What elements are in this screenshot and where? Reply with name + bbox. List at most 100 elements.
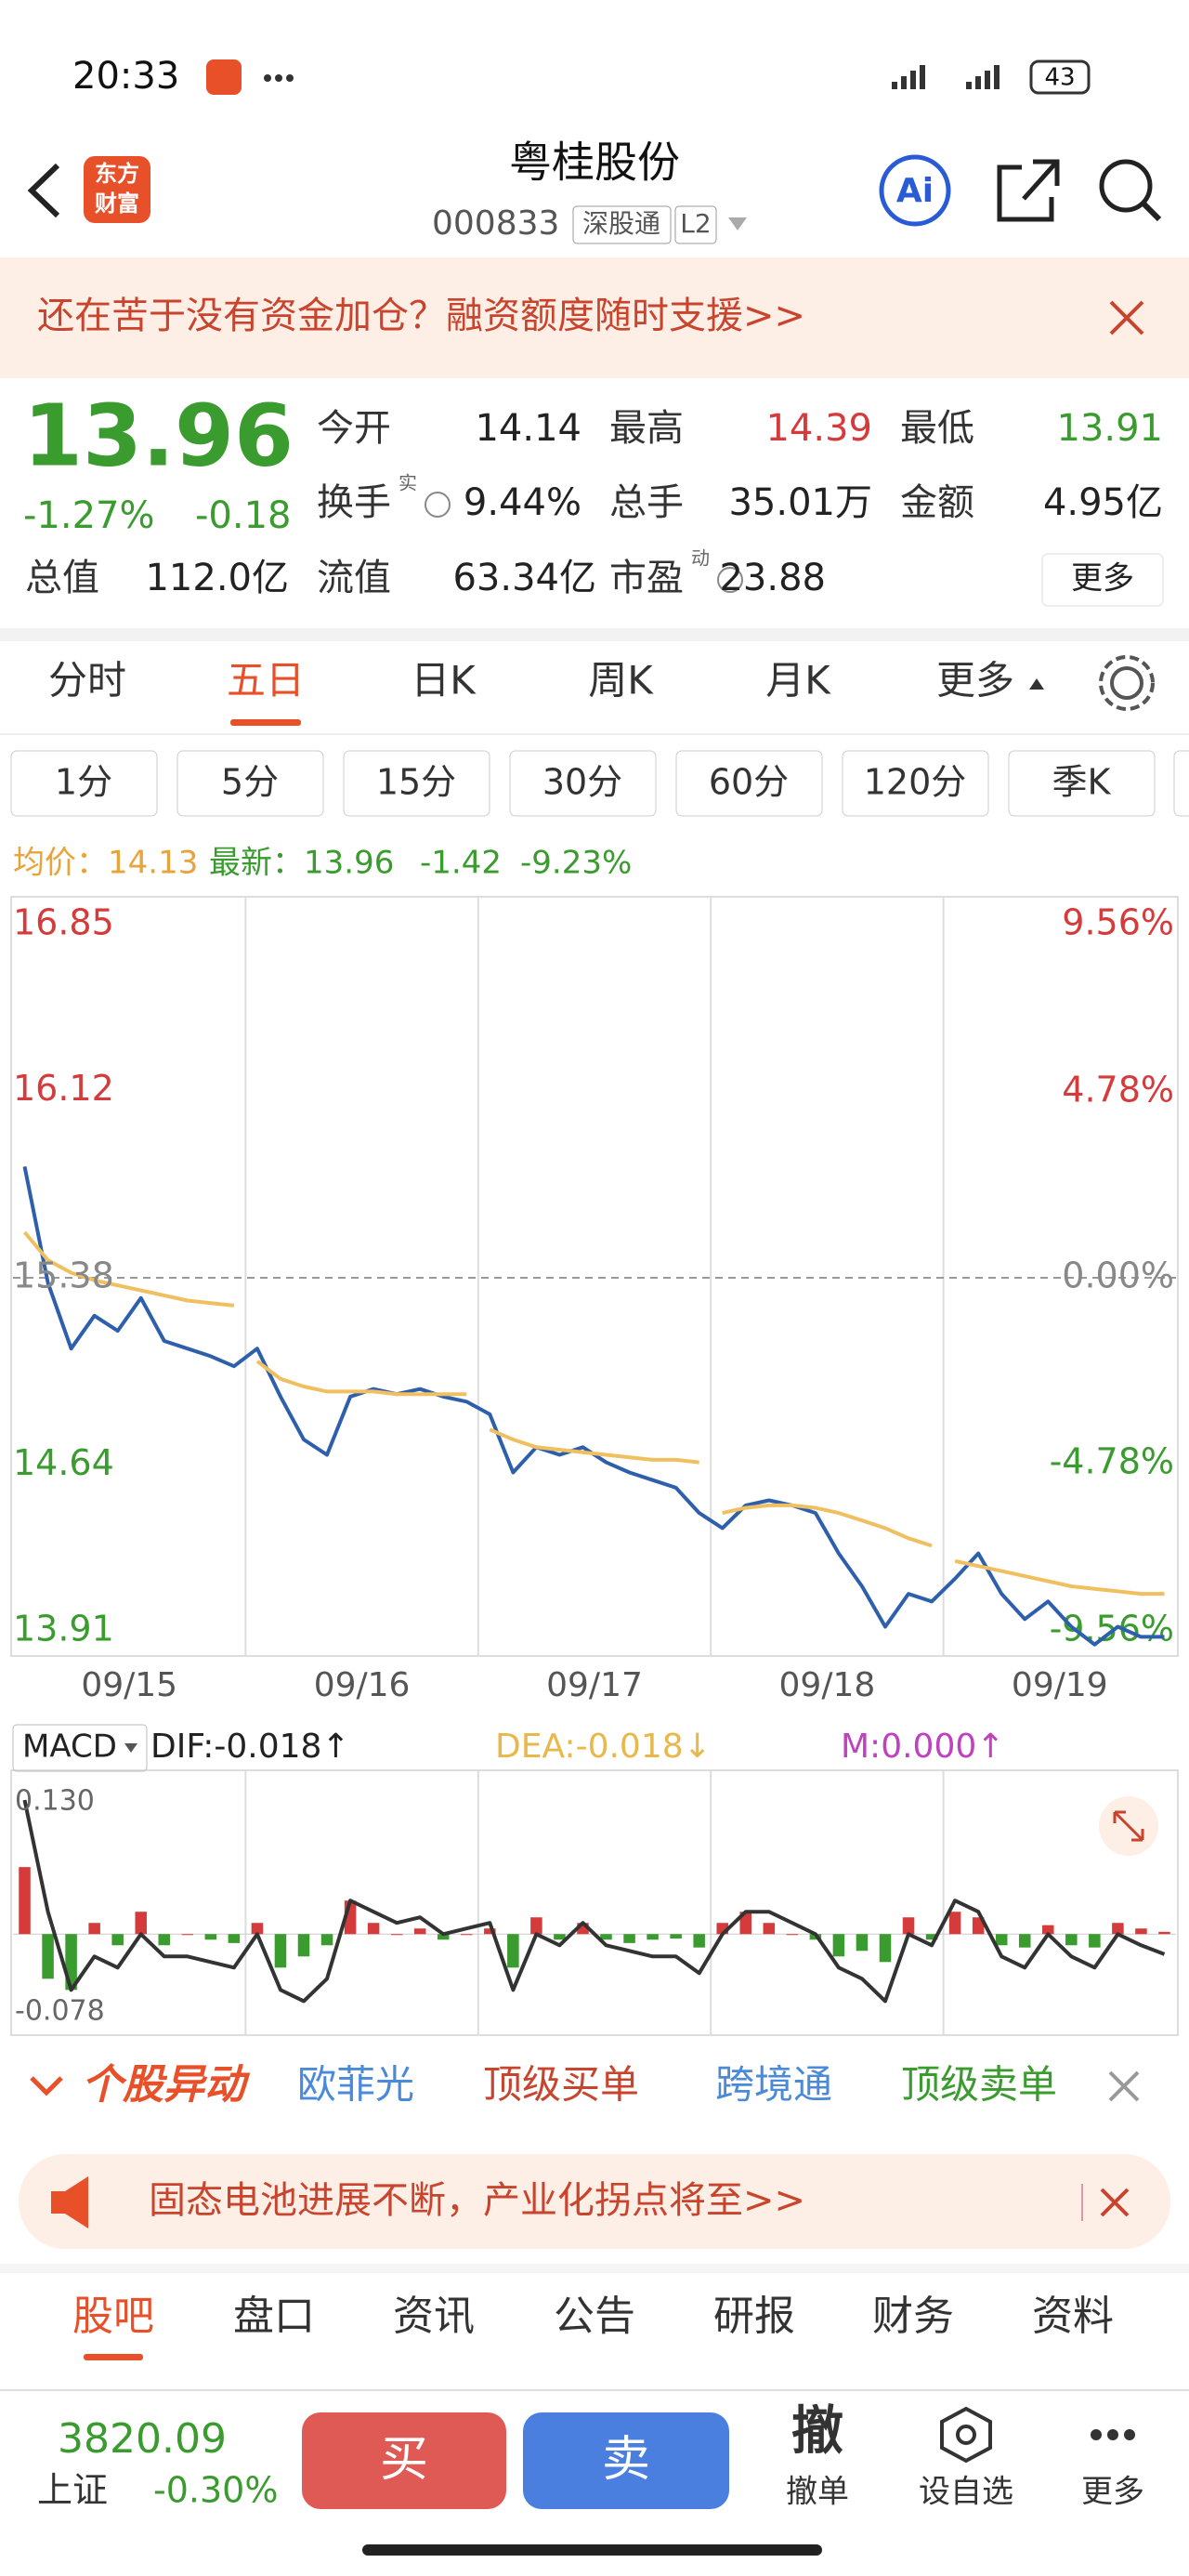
index-change: -0.30% bbox=[153, 2470, 278, 2511]
share-button[interactable] bbox=[997, 159, 1060, 222]
latest-change: -1.42 bbox=[420, 845, 502, 882]
indicator-name[interactable]: MACD bbox=[22, 1728, 117, 1766]
chart-tab[interactable]: 五日 bbox=[227, 658, 305, 703]
ai-label: Ai bbox=[896, 172, 934, 210]
period-button[interactable] bbox=[675, 750, 823, 817]
chart-tab[interactable]: 月K bbox=[765, 658, 831, 703]
macd-selector[interactable] bbox=[12, 1724, 148, 1772]
period-button[interactable] bbox=[1173, 750, 1189, 817]
dropdown[interactable] bbox=[728, 217, 747, 230]
content-tab[interactable]: 盘口 bbox=[233, 2293, 315, 2340]
macd-frame bbox=[10, 1769, 1179, 2036]
series-line bbox=[22, 1799, 1166, 2004]
series-line bbox=[255, 1360, 467, 1397]
signal-icons bbox=[892, 65, 1000, 89]
period-button[interactable] bbox=[509, 750, 657, 817]
stat-value: 63.34亿 bbox=[452, 557, 596, 599]
macd-bar bbox=[948, 1912, 961, 1935]
alert-item[interactable]: 跨境通 bbox=[715, 2062, 832, 2108]
tag: 深股通 bbox=[582, 208, 660, 239]
period-button[interactable] bbox=[10, 750, 158, 817]
macd-tick-label: 0.130 bbox=[15, 1785, 95, 1818]
index-value: 3820.09 bbox=[58, 2415, 227, 2463]
stat-label: 流值 bbox=[317, 557, 391, 599]
stat-label: 换手 bbox=[317, 481, 391, 524]
date-label: 09/18 bbox=[779, 1666, 876, 1704]
content-tab[interactable]: 股吧 bbox=[72, 2293, 154, 2340]
stat-value: 23.88 bbox=[719, 557, 826, 599]
stat-label: 最高 bbox=[609, 407, 684, 450]
chart-tab[interactable]: 分时 bbox=[48, 658, 126, 703]
macd-bar bbox=[530, 1917, 542, 1935]
macd-bar bbox=[461, 1934, 473, 1936]
period-button[interactable] bbox=[343, 750, 490, 817]
macd-bar bbox=[647, 1934, 659, 1940]
level-box bbox=[674, 205, 717, 244]
macd-bar bbox=[1042, 1925, 1054, 1935]
chart-tab[interactable]: 更多 bbox=[936, 658, 1014, 703]
macd-bar bbox=[437, 1934, 450, 1940]
alert-title: 个股异动 bbox=[82, 2061, 251, 2109]
content-tab[interactable]: 研报 bbox=[713, 2293, 795, 2340]
macd-bar bbox=[390, 1934, 403, 1936]
macd-bar bbox=[1089, 1934, 1101, 1948]
ad-banner-2[interactable] bbox=[19, 2154, 1170, 2249]
change-pct: -1.27% bbox=[23, 494, 155, 537]
latest-price: 最新：13.96 bbox=[209, 845, 394, 882]
dropdown bbox=[1029, 678, 1044, 690]
cancel-icon[interactable]: 撤 bbox=[791, 2401, 843, 2462]
content-tab[interactable]: 资料 bbox=[1032, 2293, 1114, 2340]
macd-bar bbox=[158, 1934, 171, 1946]
banner-text: 还在苦于没有资金加仓？融资额度随时支援>> bbox=[37, 295, 805, 337]
tag-box bbox=[572, 205, 672, 244]
alert-item[interactable]: 顶级卖单 bbox=[901, 2062, 1057, 2108]
buy-button[interactable] bbox=[302, 2412, 506, 2509]
chart-tab[interactable]: 周K bbox=[588, 658, 654, 703]
period-button[interactable] bbox=[176, 750, 324, 817]
watch-icon[interactable] bbox=[940, 2406, 992, 2464]
settings-button[interactable] bbox=[1099, 655, 1155, 711]
stock-code: 000833 bbox=[432, 204, 559, 243]
ai-button[interactable] bbox=[879, 154, 951, 227]
tab-underline bbox=[84, 2354, 143, 2360]
series-line bbox=[489, 1427, 699, 1465]
macd-bar bbox=[204, 1934, 217, 1940]
banner-close[interactable] bbox=[1109, 300, 1144, 335]
alert-item[interactable]: 欧菲光 bbox=[297, 2062, 414, 2108]
macd-bar bbox=[88, 1923, 100, 1935]
stat-note: 动 bbox=[691, 547, 710, 570]
more-label: 更多 bbox=[1071, 560, 1134, 598]
search-button[interactable] bbox=[1099, 159, 1162, 222]
content-tab[interactable]: 公告 bbox=[554, 2293, 635, 2340]
more-icon[interactable] bbox=[1091, 2429, 1135, 2440]
ad-banner[interactable] bbox=[0, 257, 1189, 378]
content-tab[interactable]: 财务 bbox=[872, 2293, 954, 2340]
macd-bar bbox=[786, 1934, 799, 1936]
date-label: 09/15 bbox=[81, 1666, 177, 1704]
collapse-icon[interactable] bbox=[30, 2076, 63, 2096]
stat-note: 实 bbox=[399, 472, 417, 494]
chart-tab[interactable]: 日K bbox=[411, 658, 477, 703]
series-line bbox=[722, 1503, 933, 1548]
banner2-close[interactable] bbox=[1100, 2188, 1130, 2217]
period-label: 120分 bbox=[864, 762, 967, 803]
logo-text: 东方 bbox=[95, 161, 139, 187]
sell-button[interactable] bbox=[523, 2412, 729, 2509]
stat-value: 4.95亿 bbox=[1043, 481, 1163, 524]
back-button[interactable] bbox=[27, 163, 60, 218]
macd-bar bbox=[670, 1934, 682, 1939]
series-line bbox=[954, 1558, 1165, 1597]
macd-bar bbox=[879, 1934, 892, 1963]
dea-value: DEA:-0.018↓ bbox=[495, 1728, 712, 1766]
more-button[interactable] bbox=[1041, 553, 1164, 607]
content-tab[interactable]: 资讯 bbox=[393, 2293, 475, 2340]
period-button[interactable] bbox=[842, 750, 989, 817]
y2-tick-label: 0.00% bbox=[1062, 1255, 1174, 1296]
macd-bar bbox=[600, 1934, 612, 1940]
period-button[interactable] bbox=[1008, 750, 1156, 817]
level: L2 bbox=[680, 208, 711, 239]
expand-button[interactable] bbox=[1099, 1796, 1158, 1856]
alert-item[interactable]: 顶级买单 bbox=[483, 2062, 639, 2108]
y-tick-label: 13.91 bbox=[13, 1609, 114, 1649]
alert-close[interactable] bbox=[1108, 2070, 1140, 2102]
